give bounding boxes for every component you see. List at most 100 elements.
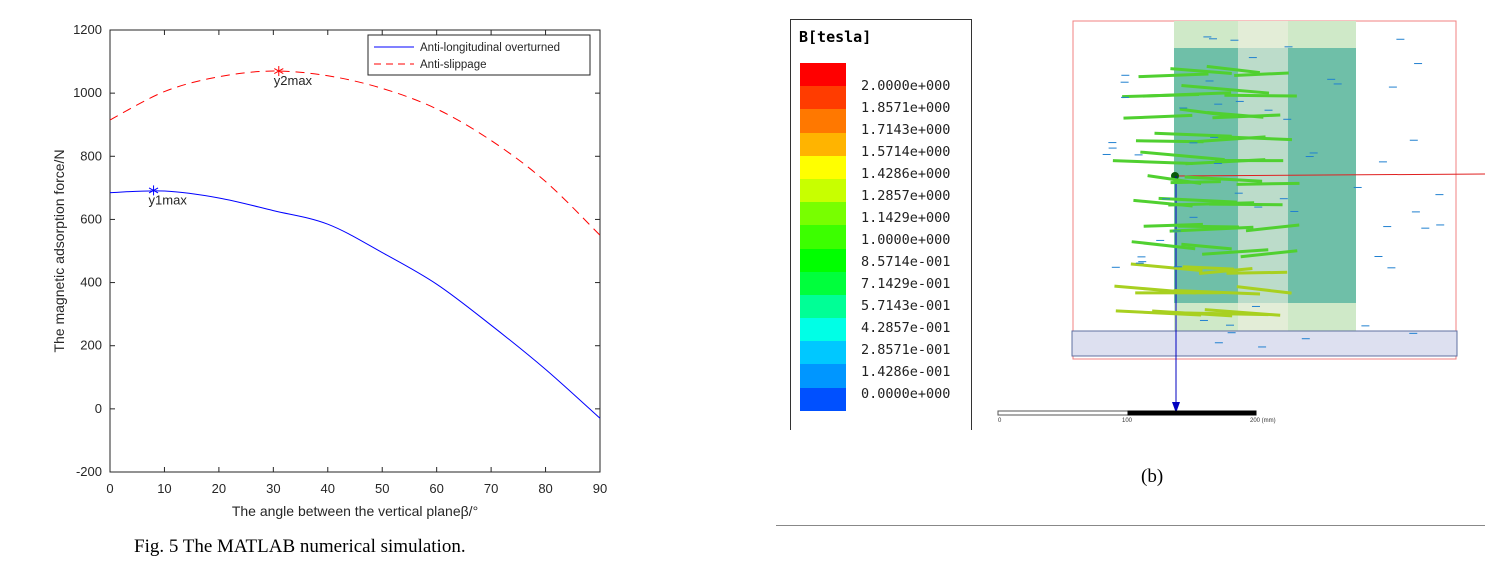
x-tick-label: 0 — [106, 481, 113, 496]
scale-value-label: 5.7143e-001 — [861, 298, 951, 314]
field-vector — [1202, 248, 1269, 256]
field-vector — [1182, 265, 1234, 271]
scale-value-label: 7.1429e-001 — [861, 276, 951, 292]
x-tick-label: 60 — [429, 481, 443, 496]
field-vector — [1140, 150, 1225, 162]
scale-value-label: 4.2857e-001 — [861, 320, 951, 336]
scale-label-200: 200 (mm) — [1250, 418, 1276, 424]
axis-arrowhead — [1172, 402, 1180, 413]
color-swatch — [800, 109, 846, 133]
field-vector — [1135, 139, 1204, 144]
field-vector — [1122, 93, 1200, 99]
field-vector — [1133, 198, 1193, 208]
figure-5-caption: Fig. 5 The MATLAB numerical simulation. — [134, 536, 466, 557]
scale-value-label: 0.0000e+000 — [861, 386, 951, 402]
field-vector — [1138, 72, 1209, 79]
scale-value-label: 1.7143e+000 — [861, 122, 951, 138]
legend-title: B[tesla] — [799, 28, 872, 46]
color-swatch — [800, 63, 846, 87]
field-color-legend: B[tesla] 2.0000e+000 1.8571e+000 1.7143e+0… — [790, 19, 972, 430]
field-vector — [1184, 175, 1263, 183]
x-tick-label: 50 — [375, 481, 389, 496]
scale-value-label: 2.0000e+000 — [861, 78, 951, 94]
series-line-0 — [109, 190, 601, 419]
field-vector — [1198, 266, 1253, 275]
max-marker — [148, 185, 159, 196]
annotation-label: y2max — [274, 73, 313, 88]
scale-value-label: 2.8571e-001 — [861, 342, 951, 358]
x-tick-label: 30 — [266, 481, 280, 496]
figure-b-caption: (b) — [1141, 466, 1164, 487]
field-vector — [1143, 222, 1203, 228]
field-vector — [1234, 71, 1289, 78]
x-tick-label: 10 — [157, 481, 171, 496]
scale-value-label: 1.4286e-001 — [861, 364, 951, 380]
max-marker-stroke — [274, 68, 284, 74]
probe-line — [1173, 173, 1485, 177]
scale-value-label: 1.8571e+000 — [861, 100, 951, 116]
field-vector — [1185, 158, 1266, 166]
color-swatch — [800, 202, 846, 226]
x-tick-label: 90 — [593, 481, 607, 496]
scale-label-100: 100 — [1122, 418, 1133, 424]
color-swatch — [800, 86, 846, 110]
scale-value-label: 1.5714e+000 — [861, 144, 951, 160]
field-vector — [1181, 242, 1232, 251]
field-vector — [1169, 225, 1254, 233]
x-tick-label: 70 — [484, 481, 498, 496]
field-vector — [1236, 285, 1292, 295]
field-vector — [1112, 159, 1193, 166]
field-vector — [1240, 249, 1298, 259]
field-vector — [1115, 309, 1202, 317]
chart-legend — [367, 34, 591, 76]
field-vector — [1245, 223, 1300, 233]
scale-value-label: 8.5714e-001 — [861, 254, 951, 270]
scale-value-label: 1.2857e+000 — [861, 188, 951, 204]
field-vector — [1123, 113, 1193, 120]
y-tick-label: -200 — [76, 464, 102, 479]
color-swatch — [800, 341, 846, 365]
color-swatch — [800, 225, 846, 249]
legend-entry: Anti-longitudinal overturned — [420, 42, 560, 54]
color-swatch — [800, 364, 846, 388]
color-swatch — [800, 271, 846, 295]
color-swatch — [800, 155, 846, 179]
field-vector — [1206, 64, 1261, 75]
color-swatch — [800, 132, 846, 156]
y-tick-label: 1200 — [73, 22, 102, 37]
field-vector — [1226, 270, 1288, 275]
field-vector — [1158, 196, 1237, 204]
color-scale — [800, 63, 846, 411]
y-tick-label: 600 — [80, 211, 102, 226]
y-tick-label: 1000 — [73, 85, 102, 100]
series-line-1 — [109, 70, 601, 236]
x-tick-label: 20 — [212, 481, 226, 496]
y-tick-label: 0 — [95, 401, 102, 416]
annotation-label: y1max — [149, 192, 188, 207]
field-vector — [1131, 240, 1196, 251]
field-vector — [1130, 262, 1203, 273]
field-vector — [1114, 284, 1197, 295]
y-axis-label: The magnetic adsorption force/N — [51, 149, 67, 352]
field-vector — [1224, 93, 1297, 98]
color-swatch — [800, 387, 846, 411]
x-tick-label: 80 — [538, 481, 552, 496]
scale-label-0: 0 — [998, 418, 1002, 424]
scale-bar-white — [997, 410, 1129, 416]
color-swatch — [800, 248, 846, 272]
scale-value-label: 1.4286e+000 — [861, 166, 951, 182]
section-divider — [776, 525, 1485, 526]
x-tick-label: 40 — [321, 481, 335, 496]
field-vector — [1154, 131, 1232, 138]
x-axis-label: The angle between the vertical planeβ/° — [232, 503, 478, 519]
scale-value-label: 1.0000e+000 — [861, 232, 951, 248]
magnetic-field-simulation — [997, 20, 1485, 416]
max-marker-stroke — [148, 187, 159, 194]
field-vector — [1197, 135, 1266, 144]
max-marker — [274, 66, 284, 77]
scale-bar-black — [1127, 410, 1257, 416]
field-vector — [1236, 181, 1300, 186]
color-swatch — [800, 178, 846, 203]
color-swatch — [800, 318, 846, 342]
